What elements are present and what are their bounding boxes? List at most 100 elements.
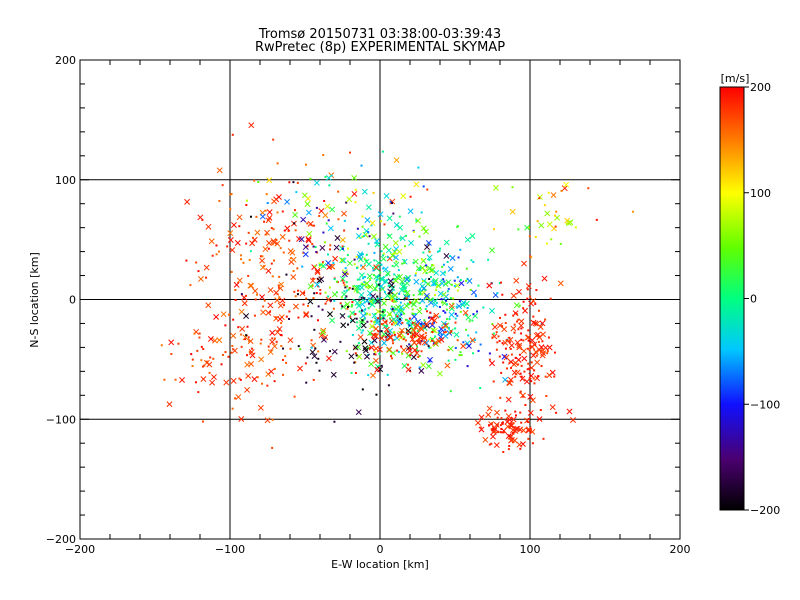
data-point-dot [529,345,532,348]
data-point-cross [413,297,420,304]
data-point-dot [201,365,204,368]
data-point-cross [354,299,361,306]
data-point-dot [360,264,363,267]
data-point-dot [278,296,281,299]
data-point-dot [475,331,478,334]
data-point-cross [394,315,401,322]
data-point-dot [456,339,459,342]
data-point-dot [506,418,509,421]
data-point-dot [496,341,499,344]
data-point-dot [454,312,457,315]
data-point-dot [208,371,211,374]
data-point-dot [268,310,271,313]
data-point-dot [511,186,514,189]
data-point-dot [382,254,385,257]
data-point-dot [289,257,292,260]
data-point-dot [391,299,394,302]
data-point-dot [287,229,290,232]
data-point-dot [516,320,519,323]
data-point-cross [374,366,381,373]
data-point-cross [179,377,186,383]
data-point-cross [324,203,331,210]
data-point-dot [403,277,406,280]
data-point-cross [284,198,291,205]
data-point-cross [419,264,426,271]
data-point-cross [415,339,422,346]
data-point-dot [324,291,327,294]
data-point-cross [334,235,341,241]
x-axis-label: E-W location [km] [331,558,429,571]
data-point-dot [357,342,360,345]
data-point-cross [520,392,526,399]
data-point-dot [356,291,359,294]
data-point-dot [387,285,390,288]
data-point-dot [446,318,449,321]
data-point-cross [322,212,329,219]
data-point-dot [553,375,556,378]
data-point-dot [376,295,379,298]
data-point-dot [242,261,245,264]
data-point-dot [322,261,325,264]
data-point-cross [507,376,514,383]
data-point-dot [294,229,297,232]
data-point-cross [223,379,230,386]
data-point-cross [265,267,272,274]
data-point-dot [431,331,434,334]
data-point-cross [486,405,493,412]
data-point-dot [385,279,388,282]
data-point-dot [501,325,504,328]
data-point-dot [442,278,445,281]
data-point-cross [396,248,403,255]
data-point-dot [408,324,411,327]
data-point-dot [351,304,354,307]
data-point-cross [454,282,461,289]
data-point-cross [314,281,321,288]
data-point-cross [530,297,537,304]
data-point-cross [424,244,430,251]
data-point-dot [276,162,279,165]
data-point-dot [420,211,423,214]
data-point-cross [417,334,424,341]
data-point-dot [369,294,372,297]
data-point-cross [398,287,405,294]
data-point-cross [386,346,393,353]
data-point-dot [466,306,469,309]
data-point-cross [242,334,249,341]
data-point-dot [411,308,414,311]
data-point-cross [420,225,427,232]
data-point-cross [262,246,269,253]
data-point-dot [317,305,320,308]
data-point-dot [417,350,420,353]
data-point-dot [332,262,335,265]
data-point-dot [404,286,407,289]
data-point-dot [519,372,522,375]
data-point-dot [534,302,537,305]
data-point-dot [249,250,252,253]
data-point-dot [221,353,224,356]
data-point-cross [470,289,477,296]
data-point-cross [230,377,237,384]
data-point-dot [354,201,357,204]
data-point-dot [359,301,362,304]
data-point-cross [355,233,362,240]
data-point-dot [430,337,433,340]
data-point-dot [234,397,237,400]
data-point-cross [364,217,371,224]
data-point-dot [335,291,338,294]
data-point-dot [220,363,223,366]
data-point-dot [436,285,439,288]
data-point-dot [243,338,246,341]
data-point-dot [163,378,166,381]
data-point-dot [272,228,275,231]
data-point-dot [224,351,227,354]
data-point-dot [221,184,224,187]
data-point-dot [282,347,285,350]
data-point-cross [413,278,420,285]
data-point-dot [415,219,418,222]
data-point-dot [374,353,377,356]
data-point-cross [275,194,282,200]
data-point-dot [266,384,269,387]
data-point-dot [419,293,422,296]
data-point-dot [190,353,193,356]
data-point-cross [518,318,525,325]
